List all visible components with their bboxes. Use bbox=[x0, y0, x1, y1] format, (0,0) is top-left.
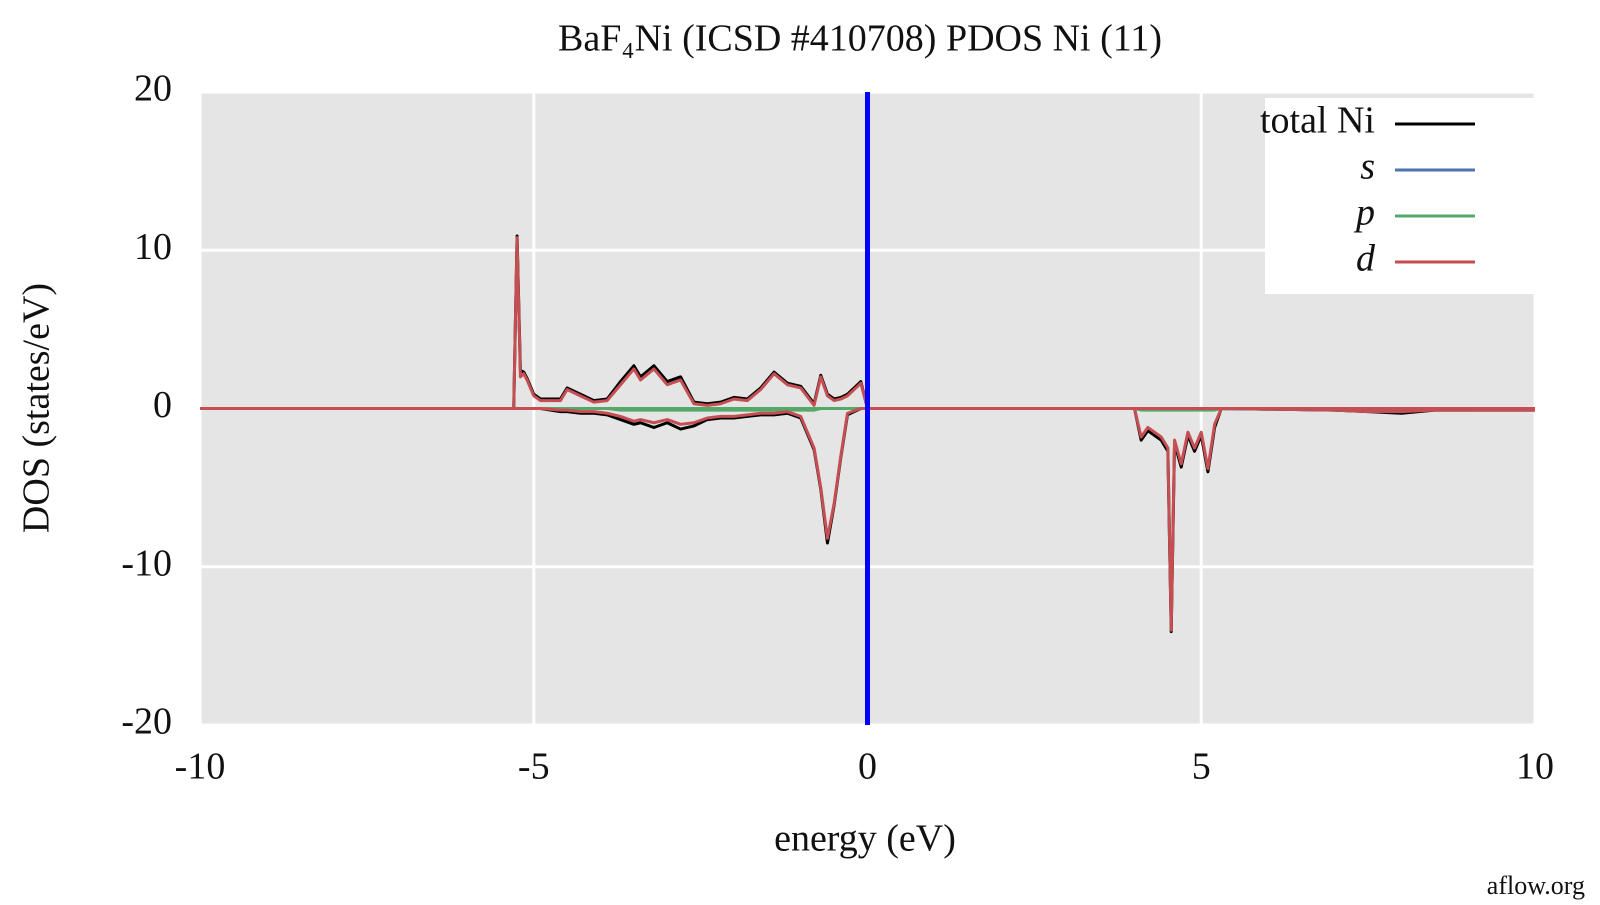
chart-title: BaF₄Ni (ICSD #410708) PDOS Ni (11) bbox=[558, 18, 1162, 60]
legend-label: d bbox=[1356, 238, 1376, 280]
legend-label: p bbox=[1353, 192, 1375, 234]
dos-line bbox=[200, 407, 1535, 632]
x-tick-label: -5 bbox=[518, 746, 550, 788]
x-axis-label: energy (eV) bbox=[774, 818, 956, 860]
y-tick-label: 10 bbox=[134, 226, 172, 268]
x-tick-label: 5 bbox=[1192, 746, 1211, 788]
y-tick-label: 0 bbox=[153, 384, 172, 426]
x-tick-label: -10 bbox=[175, 746, 226, 788]
x-tick-label: 0 bbox=[858, 746, 877, 788]
y-axis-label: DOS (states/eV) bbox=[16, 283, 58, 533]
x-tick-label: 10 bbox=[1516, 746, 1554, 788]
legend-label: s bbox=[1360, 146, 1375, 188]
watermark: aflow.org bbox=[1487, 871, 1585, 900]
dos-line bbox=[200, 407, 1535, 412]
y-tick-label: -20 bbox=[121, 701, 172, 743]
y-tick-label: 20 bbox=[134, 68, 172, 110]
legend-label: total Ni bbox=[1260, 100, 1375, 142]
y-tick-label: -10 bbox=[121, 542, 172, 584]
dos-line bbox=[200, 236, 1535, 410]
